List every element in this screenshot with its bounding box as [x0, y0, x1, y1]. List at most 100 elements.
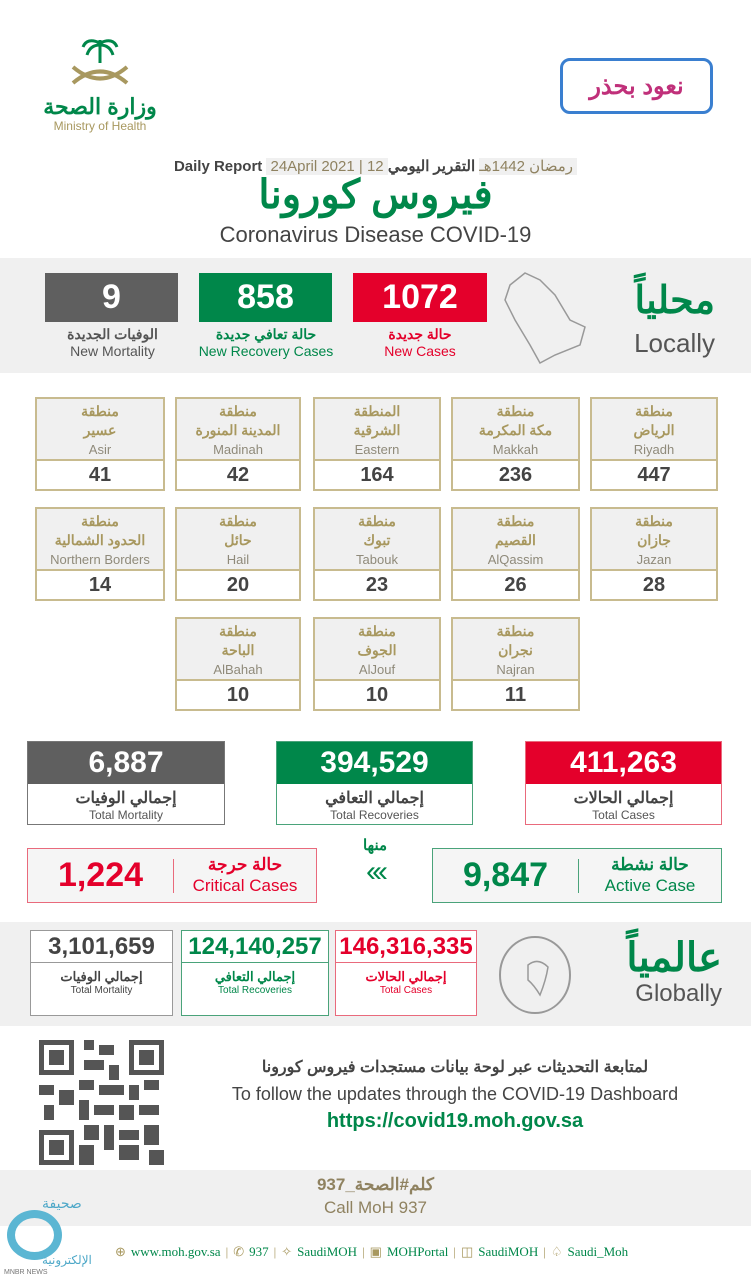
ministry-en: Ministry of Health: [53, 119, 147, 133]
global-cases-value: 146,316,335: [336, 931, 476, 963]
region-card: منطقة تبوك Tabouk 23: [313, 507, 441, 601]
region-value: 28: [642, 574, 666, 596]
region-prefix: منطقة: [496, 403, 535, 419]
active-value: 9,847: [462, 856, 549, 894]
region-value: 23: [365, 574, 389, 596]
palm-swords-icon: [71, 39, 129, 85]
global-recoveries-value: 124,140,257: [182, 931, 328, 963]
total-cases-card: 411,263 إجمالي الحالات Total Cases: [525, 741, 722, 825]
region-name-en: Makkah: [492, 442, 539, 457]
footer-link-snapchat[interactable]: Saudi_Moh: [567, 1244, 629, 1259]
region-value: 164: [360, 464, 394, 486]
region-name-ar: الرياض: [633, 422, 675, 438]
report-date: 24April 2021: [270, 158, 355, 175]
footer-link-website[interactable]: www.moh.gov.sa: [130, 1244, 221, 1259]
globe-icon: [499, 936, 571, 1014]
globe-small-icon: ⊕: [115, 1244, 126, 1259]
critical-value: 1,224: [57, 856, 144, 894]
global-mortality-ar: إجمالي الوفيات: [60, 969, 143, 984]
total-recoveries-card: 394,529 إجمالي التعافي Total Recoveries: [276, 741, 473, 825]
new-recovery-ar: حالة تعافي جديدة: [215, 326, 317, 342]
region-prefix: منطقة: [496, 623, 535, 639]
region-prefix: منطقة: [635, 513, 673, 529]
phone-icon: ✆: [233, 1244, 245, 1259]
title-en: Coronavirus Disease COVID-19: [219, 222, 532, 247]
region-value: 236: [498, 464, 533, 486]
region-name-en: AlQassim: [487, 552, 544, 567]
twitter-icon: ✧: [281, 1244, 293, 1259]
report-en: Daily Report: [173, 158, 263, 175]
call-en: Call MoH 937: [324, 1198, 427, 1217]
new-recovery-value: 858: [199, 273, 332, 322]
global-recoveries-en: Total Recoveries: [218, 985, 292, 996]
watermark-en: MNBR NEWS: [4, 1269, 48, 1276]
dashboard-en: To follow the updates through the COVID-…: [231, 1084, 679, 1104]
region-card: منطقة حائل Hail 20: [175, 507, 301, 601]
new-cases-value: 1072: [353, 273, 487, 322]
region-prefix: منطقة: [81, 403, 119, 419]
footer-link-instagram[interactable]: SaudiMOH: [478, 1244, 539, 1259]
region-value: 447: [637, 464, 671, 486]
footer-link-twitter[interactable]: SaudiMOH: [297, 1244, 358, 1259]
active-ar: حالة نشطة: [611, 854, 689, 874]
region-name-ar: تبوك: [363, 532, 391, 548]
globally-en: Globally: [635, 980, 722, 1007]
region-name-en: Hail: [226, 552, 250, 567]
region-value: 11: [504, 684, 527, 706]
locally-en: Locally: [634, 328, 715, 358]
total-mortality-card: 6,887 إجمالي الوفيات Total Mortality: [27, 741, 225, 825]
region-card: منطقة القصيم AlQassim 26: [451, 507, 580, 601]
total-recoveries-value: 394,529: [277, 742, 472, 784]
global-cases-card: 146,316,335 إجمالي الحالات Total Cases: [335, 930, 477, 1016]
region-value: 10: [226, 684, 250, 706]
region-name-ar: حائل: [224, 532, 252, 548]
region-value: 41: [88, 464, 112, 486]
total-cases-en: Total Cases: [592, 808, 655, 822]
region-card: المنطقة الشرقية Eastern 164: [313, 397, 441, 491]
global-mortality-en: Total Mortality: [70, 985, 133, 996]
region-name-en: Jazan: [636, 552, 672, 567]
active-en: Active Case: [604, 875, 696, 895]
region-name-ar: الشرقية: [353, 422, 401, 438]
saudi-map-icon: [504, 272, 586, 365]
report-hijri: 12 رمضان 1442هـ: [366, 158, 574, 175]
region-name-en: AlBahah: [213, 662, 263, 677]
region-name-ar: الباحة: [221, 642, 255, 658]
of-which-label: منها: [362, 837, 388, 854]
region-value: 20: [226, 574, 250, 596]
region-value: 10: [365, 684, 389, 706]
youtube-icon: ▣: [369, 1244, 382, 1259]
new-mortality-en: New Mortality: [70, 343, 155, 359]
newspaper-watermark-logo: صحيفة الإلكترونية MNBR NEWS: [4, 1195, 92, 1276]
critical-ar: حالة حرجة: [207, 854, 283, 874]
critical-en: Critical Cases: [192, 875, 298, 895]
qr-code[interactable]: [38, 1040, 165, 1165]
region-prefix: منطقة: [219, 403, 257, 419]
total-mortality-en: Total Mortality: [88, 808, 164, 822]
region-card: منطقة الرياض Riyadh 447: [590, 397, 718, 491]
dashboard-url[interactable]: https://covid19.moh.gov.sa: [326, 1110, 584, 1132]
globally-ar: عالمياً: [626, 936, 722, 980]
total-recoveries-en: Total Recoveries: [330, 808, 419, 822]
region-card: منطقة الباحة AlBahah 10: [175, 617, 301, 711]
region-prefix: منطقة: [219, 623, 257, 639]
footer-link-phone[interactable]: 937: [249, 1244, 269, 1259]
region-card: منطقة الحدود الشمالية Northern Borders 14: [35, 507, 165, 601]
footer-link-youtube[interactable]: MOHPortal: [386, 1244, 449, 1259]
total-cases-ar: إجمالي الحالات: [573, 790, 674, 807]
region-prefix: منطقة: [635, 403, 673, 419]
region-name-en: AlJouf: [358, 662, 396, 677]
campaign-logo: نعود بحذر: [560, 58, 713, 114]
region-card: منطقة عسير Asir 41: [35, 397, 165, 491]
active-card: 9,847 حالة نشطة Active Case: [432, 848, 722, 903]
footer-links: ⊕ www.moh.gov.sa | ✆ 937 | ✧ SaudiMOH | ▣ MOHPo…: [115, 1244, 629, 1259]
total-mortality-ar: إجمالي الوفيات: [75, 790, 177, 807]
report-ar: التقرير اليومي: [387, 158, 476, 175]
call-ar: كلم#الصحة_937: [316, 1175, 435, 1194]
region-name-ar: جازان: [637, 532, 671, 548]
new-mortality-ar: الوفيات الجديدة: [67, 326, 158, 342]
global-cases-ar: إجمالي الحالات: [365, 969, 447, 984]
ministry-ar: وزارة الصحة: [43, 94, 157, 119]
total-mortality-value: 6,887: [28, 742, 224, 784]
global-cases-en: Total Cases: [379, 985, 433, 996]
